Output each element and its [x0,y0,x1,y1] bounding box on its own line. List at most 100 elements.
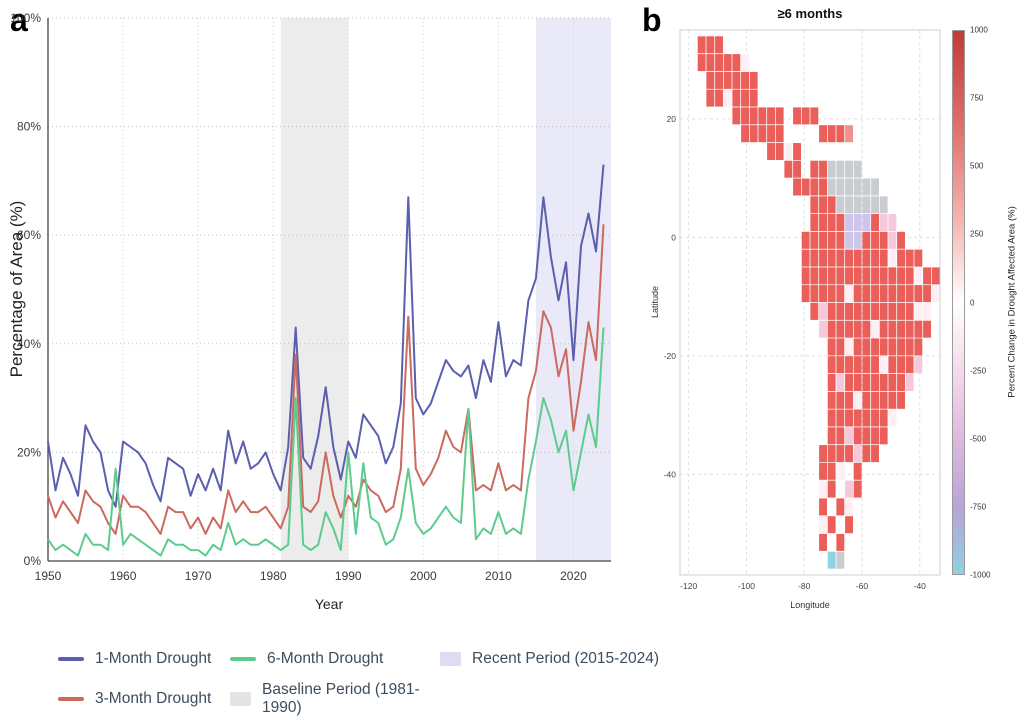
map-cell [810,249,819,267]
map-cell [827,178,836,196]
map-cell [836,160,845,178]
legend-label: Baseline Period (1981-1990) [262,681,420,716]
map-cell [819,178,827,196]
map-cell [697,54,706,72]
map-cell [879,409,888,427]
map-cell [905,285,914,303]
map-cell [923,285,931,303]
map-cell [914,267,923,285]
map-cell [871,196,879,214]
y-tick-label: 100% [10,11,41,25]
map-cell [888,285,897,303]
map-cell [819,498,827,516]
map-cell [801,231,810,249]
map-cell [853,302,862,320]
map-cell [749,125,758,143]
map-cell [897,285,905,303]
map-cell [836,391,845,409]
map-cell [723,54,732,72]
map-cell [871,445,879,463]
x-tick-label: 1960 [110,569,137,583]
map-cell [853,196,862,214]
map-cell [819,249,827,267]
colorbar-label: Percent Change in Drought Affected Area … [1006,206,1018,398]
map-cell [793,178,801,196]
map-cell [905,338,914,356]
map-cell [845,391,853,409]
x-tick-label: 1970 [185,569,212,583]
map-cell [862,285,871,303]
map-cell [845,374,853,391]
map-cell [845,178,853,196]
map-cell [793,160,801,178]
colorbar-tick-label: 250 [970,229,984,239]
map-cell [810,214,819,231]
map-cell [819,285,827,303]
map-cell [836,533,845,551]
colorbar-tick-label: -250 [970,366,987,376]
map-cell [749,71,758,89]
legend-line-swatch [58,697,84,701]
map-cell [784,160,793,178]
map-cell [853,320,862,338]
map-cell [810,285,819,303]
map-cell [845,231,853,249]
map-cell [706,89,715,107]
map-cell [914,285,923,303]
map-cell [723,71,732,89]
map-cell [879,302,888,320]
map-cell [871,214,879,231]
map-cell [879,267,888,285]
map-cell [741,107,749,125]
map-cell [767,107,775,125]
y-tick-label: 60% [17,228,41,242]
map-cell [923,302,931,320]
map-cell [845,356,853,374]
map-cell [888,214,897,231]
map-cell [862,196,871,214]
x-tick-label: 2000 [410,569,437,583]
map-cell [827,516,836,534]
map-cell [845,338,853,356]
map-cell [732,71,741,89]
map-cell [810,178,819,196]
map-cell [862,249,871,267]
map-cell [853,480,862,498]
map-cell [923,320,931,338]
map-cell [897,231,905,249]
colorbar-ticks: 1000 750 500 250 0 -250 -500 -750 -1000 [970,26,1002,580]
map-cell [715,89,723,107]
map-cell [845,285,853,303]
legend-label: 1-Month Drought [95,650,212,667]
latin-america-drought-map: -120 -100 -80 -60 -40 20 0 -20 -40 Longitude Lat… [650,29,941,610]
map-cell [767,143,775,160]
map-cell [758,107,767,125]
map-cell [853,267,862,285]
map-cell [853,356,862,374]
map-x-tick-label: -100 [738,581,755,591]
map-cell [888,302,897,320]
map-cell [853,231,862,249]
map-cell [931,267,940,285]
x-tick-label: 1950 [35,569,62,583]
map-cell [827,214,836,231]
map-cell [879,285,888,303]
map-cell [819,125,827,143]
chart-legend: 1-Month Drought 6-Month Drought Recent Per… [58,650,659,717]
legend-label: 6-Month Drought [267,650,384,667]
colorbar-wrap: 1000 750 500 250 0 -250 -500 -750 -1000 [952,26,1004,580]
map-cell [862,231,871,249]
map-cell [845,427,853,445]
map-cell [888,338,897,356]
map-cell [810,160,819,178]
map-cell [775,143,784,160]
map-cell [741,54,749,72]
map-cell [853,409,862,427]
map-cell [845,480,853,498]
map-cell [888,356,897,374]
map-cell [819,533,827,551]
legend-line-swatch [58,657,84,661]
map-cell [879,249,888,267]
map-cell [853,214,862,231]
map-cell [914,302,923,320]
